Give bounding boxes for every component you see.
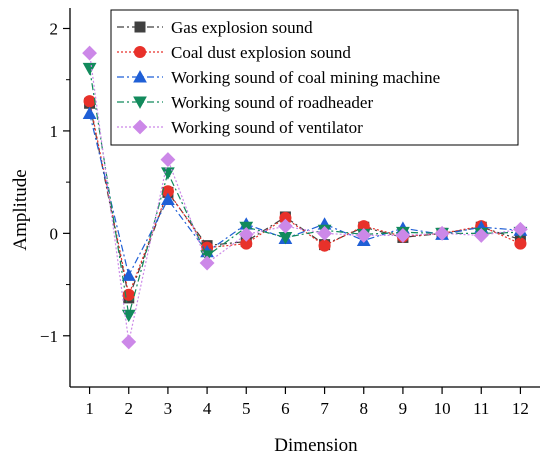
legend-label: Coal dust explosion sound xyxy=(171,43,351,62)
x-tick-label: 5 xyxy=(242,399,251,418)
x-axis-title: Dimension xyxy=(274,435,358,456)
legend-marker xyxy=(133,70,147,83)
data-point xyxy=(199,255,215,271)
data-point xyxy=(277,218,293,234)
legend: Gas explosion sound Coal dust explosion s… xyxy=(110,9,519,146)
legend-entry: Working sound of ventilator xyxy=(117,118,363,137)
legend-box xyxy=(110,9,519,146)
data-point xyxy=(512,221,528,237)
data-point xyxy=(238,226,254,242)
data-point xyxy=(356,227,372,243)
x-tick-label: 7 xyxy=(320,399,329,418)
data-point xyxy=(279,211,292,225)
data-point xyxy=(83,95,96,108)
x-tick-label: 12 xyxy=(512,399,529,418)
legend-marker xyxy=(132,119,148,135)
legend-label: Working sound of coal mining machine xyxy=(171,68,440,87)
x-tick-label: 1 xyxy=(85,399,94,418)
data-point xyxy=(473,227,489,243)
series-5 xyxy=(82,45,528,350)
data-point xyxy=(240,237,253,250)
series-line xyxy=(89,101,521,297)
data-point xyxy=(395,227,411,243)
x-tick-label: 10 xyxy=(434,399,451,418)
plot-area xyxy=(82,45,528,350)
data-point xyxy=(121,309,136,323)
x-tick-label: 4 xyxy=(203,399,212,418)
data-point xyxy=(161,167,175,180)
x-tick-label: 9 xyxy=(399,399,408,418)
x-tick-label: 11 xyxy=(473,399,489,418)
data-point xyxy=(161,185,174,198)
legend-marker xyxy=(133,45,147,59)
data-point xyxy=(121,334,137,350)
data-point xyxy=(278,231,293,245)
legend-entry: Working sound of roadheader xyxy=(117,93,373,112)
legend-marker xyxy=(134,21,146,33)
x-tick-label: 6 xyxy=(281,399,290,418)
y-tick-label: −1 xyxy=(40,327,58,346)
legend-label: Working sound of roadheader xyxy=(171,93,373,112)
x-tick-label: 3 xyxy=(164,399,173,418)
legend-label: Gas explosion sound xyxy=(171,18,313,37)
data-point xyxy=(434,225,450,241)
x-tick-label: 8 xyxy=(360,399,369,418)
legend-marker xyxy=(133,96,147,109)
data-point xyxy=(514,237,527,250)
x-tick-label: 2 xyxy=(125,399,134,418)
data-point xyxy=(82,62,97,76)
legend-entry: Gas explosion sound xyxy=(117,18,313,37)
data-point xyxy=(160,152,176,168)
data-point xyxy=(82,106,97,120)
y-tick-label: 2 xyxy=(50,19,59,38)
y-tick-label: 1 xyxy=(50,122,59,141)
y-axis-title: Amplitude xyxy=(10,169,31,250)
data-point xyxy=(122,288,135,301)
data-point xyxy=(161,192,175,206)
legend-entry: Coal dust explosion sound xyxy=(117,43,351,62)
series-line xyxy=(89,103,521,301)
legend-label: Working sound of ventilator xyxy=(171,118,363,137)
data-point xyxy=(82,45,98,61)
y-tick-label: 0 xyxy=(50,224,59,243)
data-point xyxy=(121,268,136,281)
data-point xyxy=(317,225,333,241)
legend-entry: Working sound of coal mining machine xyxy=(117,68,440,87)
data-point xyxy=(318,239,331,252)
